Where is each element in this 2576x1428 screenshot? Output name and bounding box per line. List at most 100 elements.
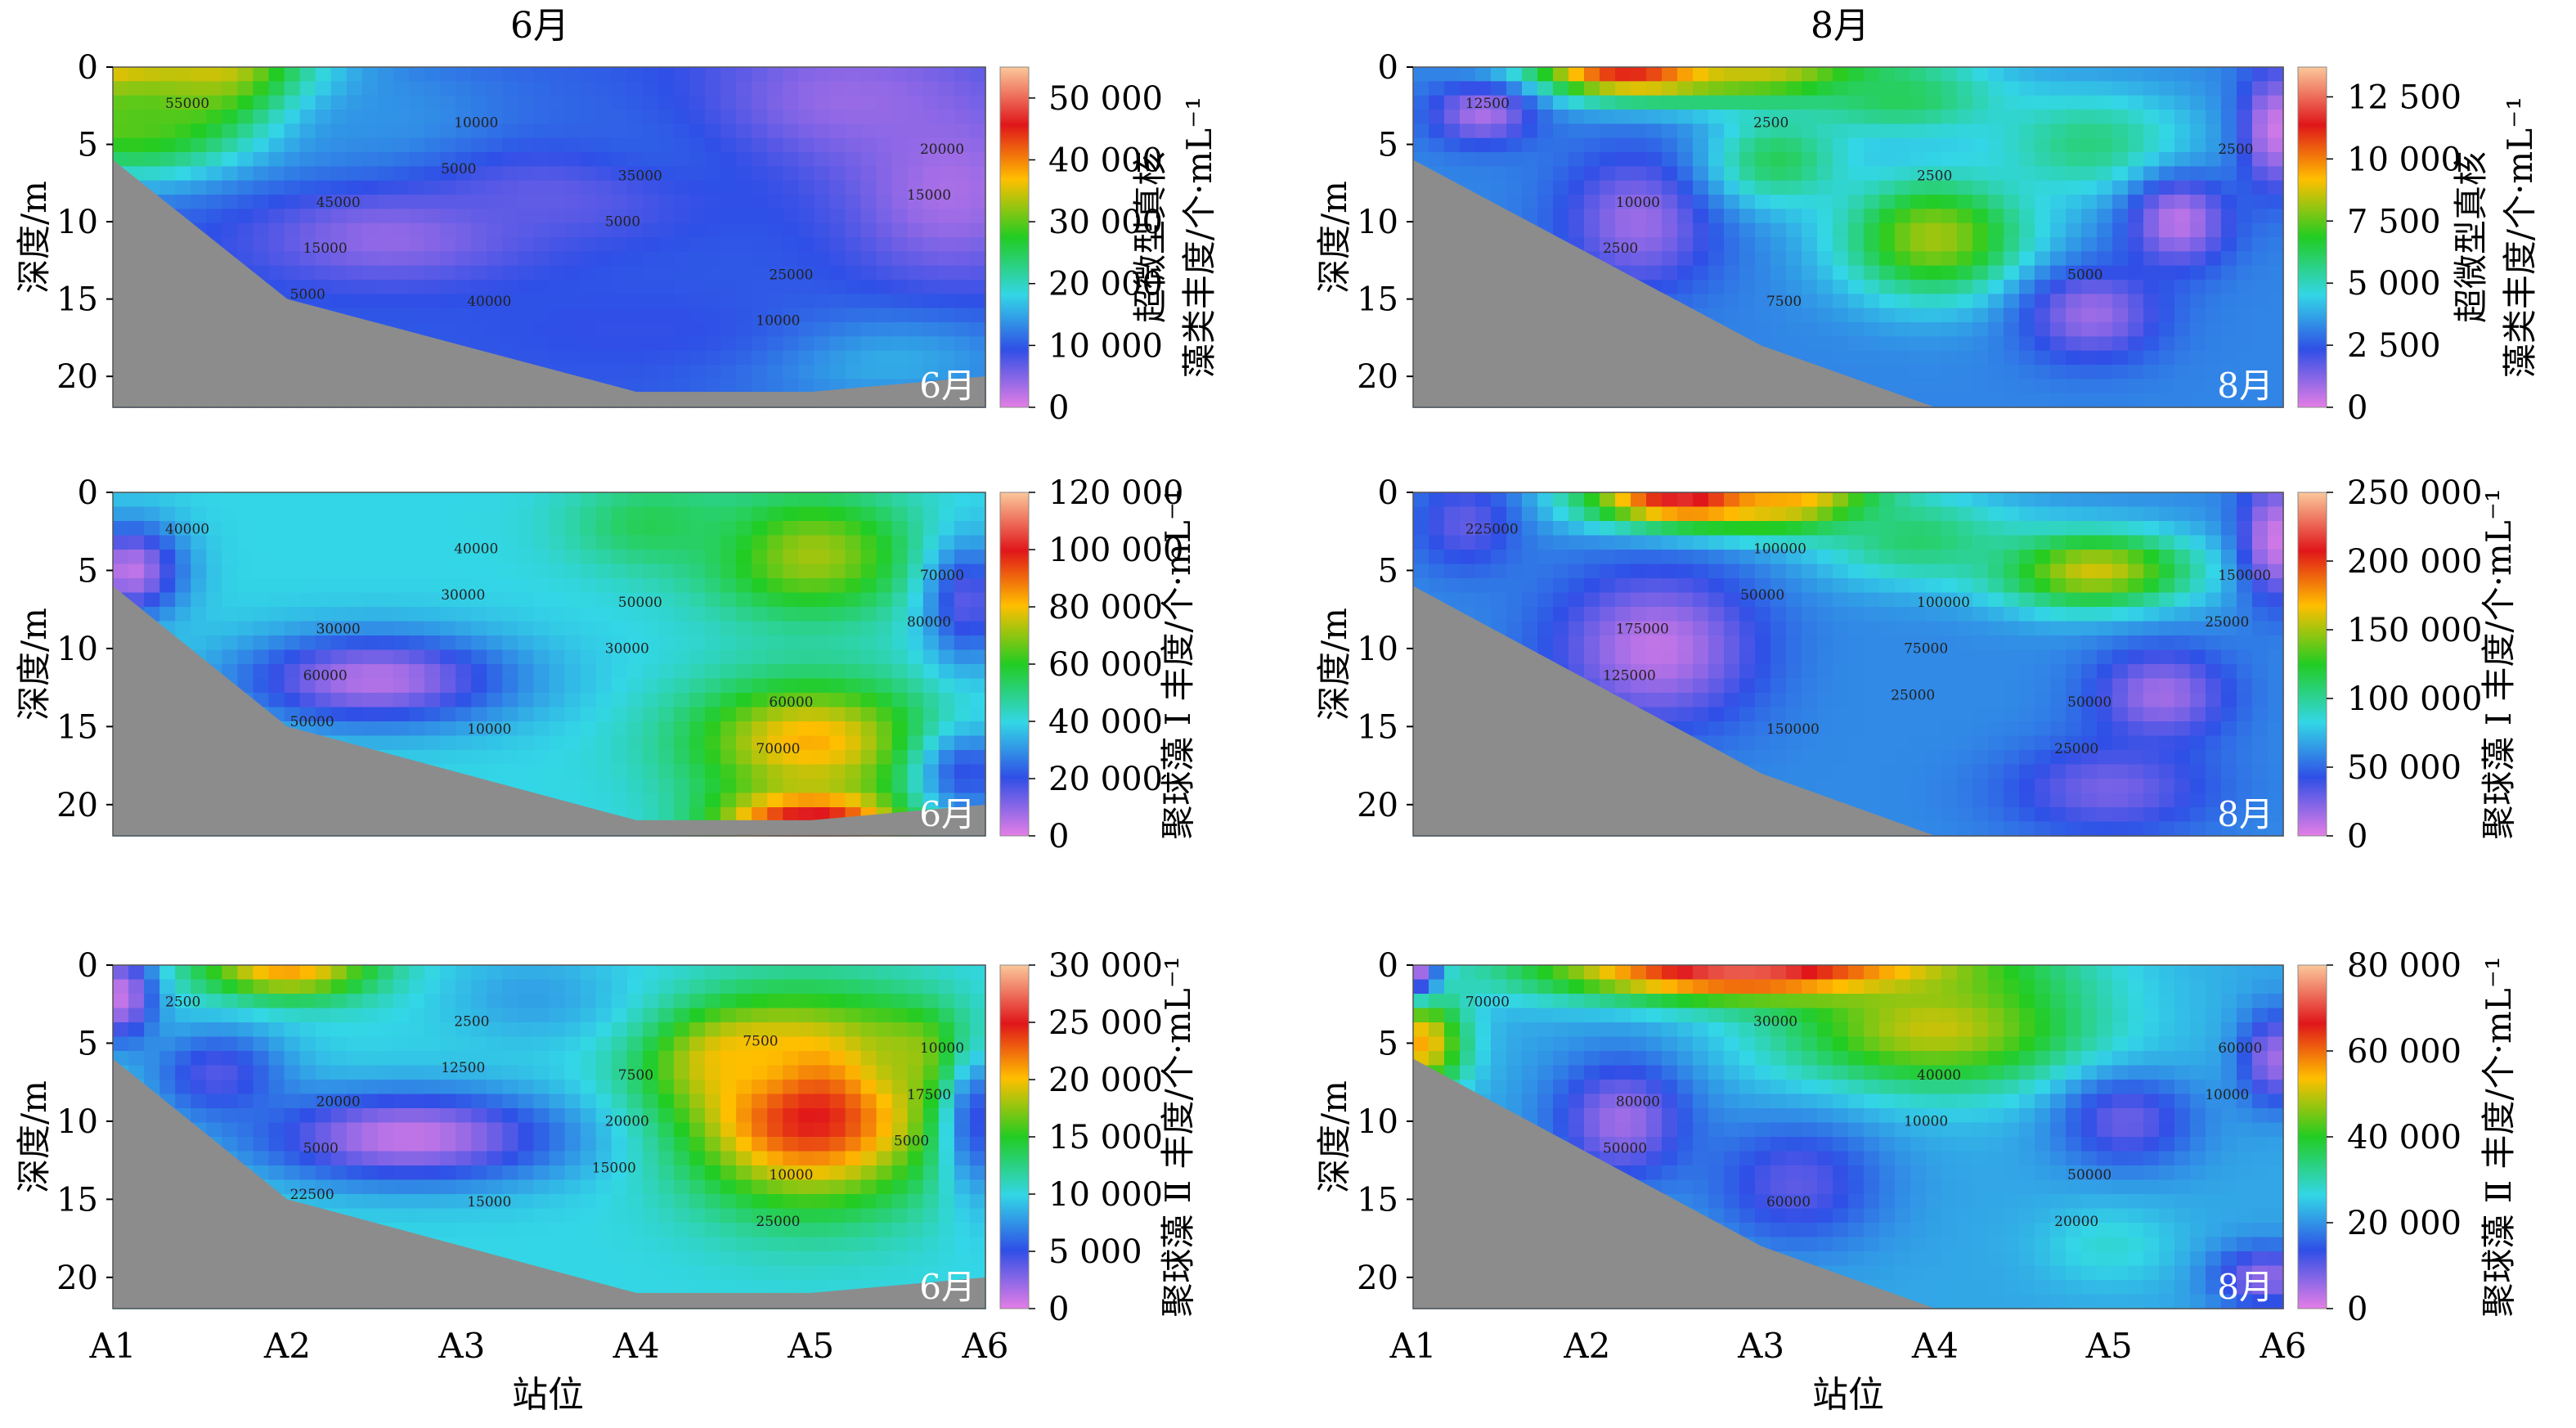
heatmap-cell [393,721,410,737]
heatmap-cell [829,550,846,565]
heatmap-cell [2206,209,2222,224]
heatmap-cell [113,110,129,125]
heatmap-cell [798,564,815,579]
heatmap-cell [891,222,909,238]
heatmap-cell [222,137,239,153]
heatmap-cell [424,251,441,267]
heatmap-cell [2097,95,2113,110]
heatmap-cell [159,166,177,182]
heatmap-cell [922,137,940,153]
heatmap-cell [1677,280,1694,295]
heatmap-cell [673,166,690,182]
heatmap-cell [1600,506,1616,522]
heatmap-cell [1739,564,1756,579]
heatmap-cell [1522,592,1538,608]
heatmap-cell [2050,123,2067,139]
heatmap-cell [471,237,488,253]
heatmap-cell [299,649,316,665]
heatmap-cell [1708,81,1725,97]
heatmap-cell [673,649,690,665]
heatmap-cell [564,67,581,83]
heatmap-cell [2237,67,2253,83]
heatmap-cell [361,308,379,323]
heatmap-cell [954,492,971,508]
heatmap-cell [2237,123,2253,139]
heatmap-cell [2143,265,2160,281]
heatmap-cell [1910,578,1927,594]
heatmap-cell [2035,251,2051,267]
heatmap-cell [377,506,394,522]
heatmap-cell [206,607,223,622]
heatmap-cell [2081,308,2098,323]
heatmap-cell [767,550,784,565]
heatmap-cell [2128,322,2144,338]
heatmap-cell [1864,95,1880,110]
heatmap-cell [284,521,301,537]
heatmap-cell [938,166,955,182]
colorbar-tick-label: 60 000 [1048,646,1163,684]
heatmap-cell [783,735,800,751]
heatmap-cell [1491,152,1507,168]
heatmap-cell [2050,336,2067,352]
plot-frame [1412,66,2284,408]
heatmap-cell [2066,365,2082,380]
heatmap-cell [580,492,597,508]
heatmap-cell [237,123,254,139]
heatmap-cell [564,750,581,766]
heatmap-cell [440,535,456,550]
heatmap-cell [783,237,800,253]
heatmap-cell [1724,564,1740,579]
heatmap-cell [891,635,909,651]
heatmap-cell [1693,237,1709,253]
heatmap-cell [268,635,285,651]
heatmap-cell [1615,550,1631,565]
heatmap-cell [798,779,815,794]
heatmap-cell [1755,67,1771,83]
heatmap-cell [409,693,425,708]
heatmap-cell [2143,123,2160,139]
heatmap-cell [580,621,597,636]
heatmap-cell [1879,152,1896,168]
heatmap-cell [502,592,519,608]
heatmap-cell [549,506,566,522]
heatmap-cell [2035,365,2051,380]
heatmap-cell [284,67,301,83]
heatmap-cell [1926,492,1942,508]
heatmap-cell [2143,67,2160,83]
heatmap-cell [673,750,690,766]
heatmap-cell [456,67,473,83]
heatmap-cell [1770,506,1787,522]
heatmap-cell [2066,237,2082,253]
heatmap-cell [409,209,425,224]
heatmap-cell [1910,664,1927,680]
heatmap-cell [1895,564,1911,579]
heatmap-cell [673,81,690,97]
heatmap-cell [642,492,659,508]
heatmap-cell [752,621,769,636]
heatmap-cell [315,222,332,238]
heatmap-cell [1957,393,1973,408]
heatmap-cell [891,166,909,182]
heatmap-cell [456,222,473,238]
heatmap-cell [657,67,675,83]
heatmap-cell [891,750,909,766]
heatmap-cell [689,166,706,182]
heatmap-cell [720,678,737,694]
heatmap-cell [922,621,940,636]
heatmap-cell [2159,379,2175,394]
heatmap-cell [657,678,675,694]
heatmap-cell [907,649,924,665]
heatmap-cell [626,664,644,680]
heatmap-cell [1988,123,2004,139]
heatmap-cell [1833,592,1849,608]
heatmap-cell [2143,166,2160,182]
heatmap-cell [299,195,316,210]
heatmap-cell [1522,578,1538,594]
heatmap-cell [907,123,924,139]
heatmap-cell [720,492,737,508]
heatmap-cell [1615,110,1631,125]
heatmap-cell [1646,81,1663,97]
colorbar-tick-label: 120 000 [1048,474,1183,512]
heatmap-cell [1879,166,1896,182]
heatmap-cell [1988,350,2004,366]
